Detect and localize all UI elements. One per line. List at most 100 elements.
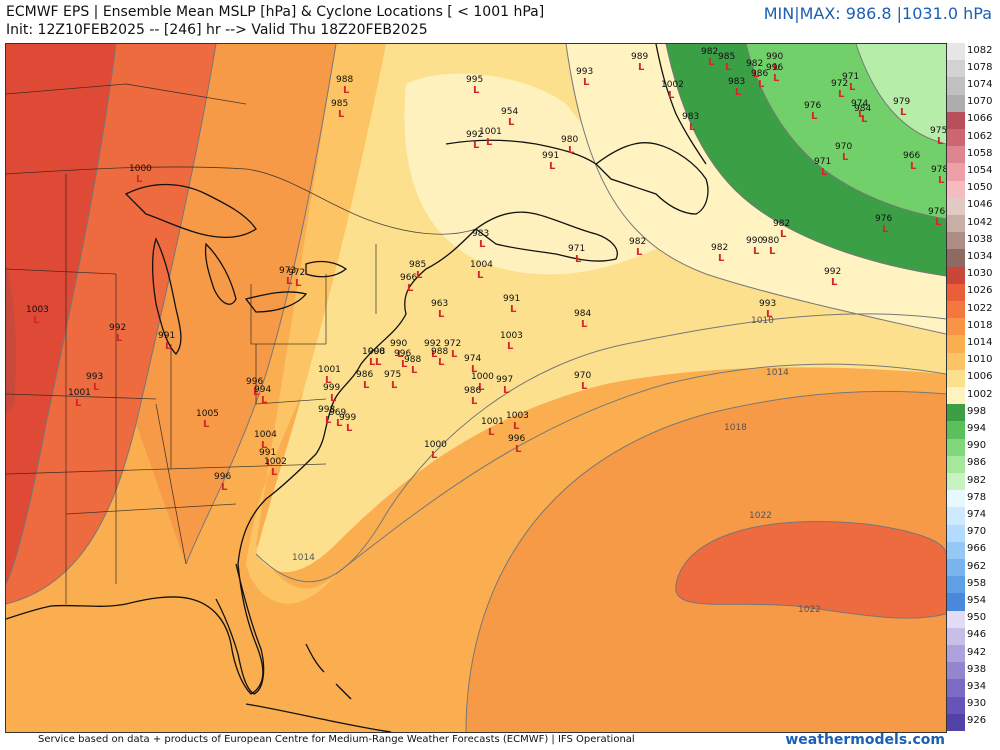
cyclone-L-icon: L [346,423,353,434]
cyclone-pressure-label: 1000 [424,440,447,450]
colorbar-tick-label: 982 [967,474,987,486]
colorbar-cell [947,369,965,388]
band-1026-1030 [6,44,116,584]
isobar-labels: 1010 1014 1018 1022 1022 1014 [292,316,821,615]
cyclone-pressure-label: 974 [464,354,481,364]
brand-link[interactable]: weathermodels.com [785,732,945,748]
colorbar-tick-label: 1058 [967,147,993,159]
colorbar-tick-label: 946 [967,629,987,641]
colorbar-tick-label: 1034 [967,251,993,262]
cyclone-pressure-label: 996 [214,472,231,482]
cyclone-pressure-label: 982 [773,219,790,229]
cyclone-pressure-label: 980 [762,236,779,246]
cyclone-pressure-label: 991 [259,448,276,458]
pressure-map: 1010 1014 1018 1022 1022 1014 988 L 985 L 99… [5,43,947,733]
cyclone-pressure-label: 1001 [68,388,91,398]
cyclone-L-icon: L [431,349,438,360]
coastlines [6,44,709,732]
cyclone-pressure-label: 971 [814,157,831,167]
colorbar-tick-label: 926 [967,715,987,727]
cyclone-L-icon: L [431,450,438,461]
cyclone-L-icon: L [407,283,414,294]
colorbar-cell [947,249,965,268]
band-1010-1014-coast [246,44,386,604]
cyclone-pressure-label: 983 [682,112,699,122]
cyclone-L-icon: L [861,114,868,125]
cyclone-L-icon: L [438,357,445,368]
cyclone-pressure-label: 976 [875,214,892,224]
colorbar-cell [947,696,965,715]
cyclone-L-icon: L [766,309,773,320]
cyclone-L-icon: L [935,217,942,228]
colorbar-tick-label: 1038 [967,233,993,245]
cyclone-L-icon: L [503,385,510,396]
cyclone-L-icon: L [411,365,418,376]
cyclone-L-icon: L [583,77,590,88]
cyclone-pressure-label: 986 [464,386,481,396]
cyclone-L-icon: L [838,89,845,100]
cyclone-pressure-label: 988 [336,75,353,85]
cyclone-pressure-label: 999 [339,413,356,423]
cyclone-pressure-label: 1004 [254,430,277,440]
cyclone-pressure-label: 963 [431,299,448,309]
cyclone-L-icon: L [858,109,865,120]
cyclone-L-icon: L [363,380,370,391]
cyclone-pressure-label: 996 [246,377,263,387]
cyclone-pressure-label: 992 [466,130,483,140]
cyclone-pressure-label: 954 [501,107,518,117]
cyclone-pressure-label: 984 [574,309,591,319]
cyclone-pressure-label: 985 [331,99,348,109]
colorbar-cell [947,576,965,594]
cyclone-L-icon: L [75,398,82,409]
cyclone-pressure-label: 970 [574,371,591,381]
band-1018-1022 [136,44,336,564]
colorbar [947,43,965,732]
cyclone-L-icon: L [338,109,345,120]
colorbar-tick-label: 1054 [967,165,993,176]
colorbar-cell [947,163,965,182]
colorbar-tick-label: 1078 [967,61,993,73]
colorbar-cell [947,146,965,164]
cyclone-pressure-label: 978 [931,165,946,175]
cyclone-pressure-label: 982 [629,237,646,247]
colorbar-cell [947,438,965,457]
cyclone-pressure-label: 982 [746,59,763,69]
cyclone-L-icon: L [416,270,423,281]
cyclone-pressure-label: 1005 [196,409,219,419]
cyclone-L-icon: L [668,90,675,101]
cyclone-pressure-label: 1000 [362,347,385,357]
colorbar-cell [947,318,965,336]
colorbar-tick-label: 966 [967,543,987,555]
cyclone-L-icon: L [438,309,445,320]
cyclone-L-icon: L [473,140,480,151]
colorbar-tick-label: 950 [967,612,987,624]
cyclone-L-icon: L [266,458,273,469]
cyclone-L-icon: L [735,87,742,98]
